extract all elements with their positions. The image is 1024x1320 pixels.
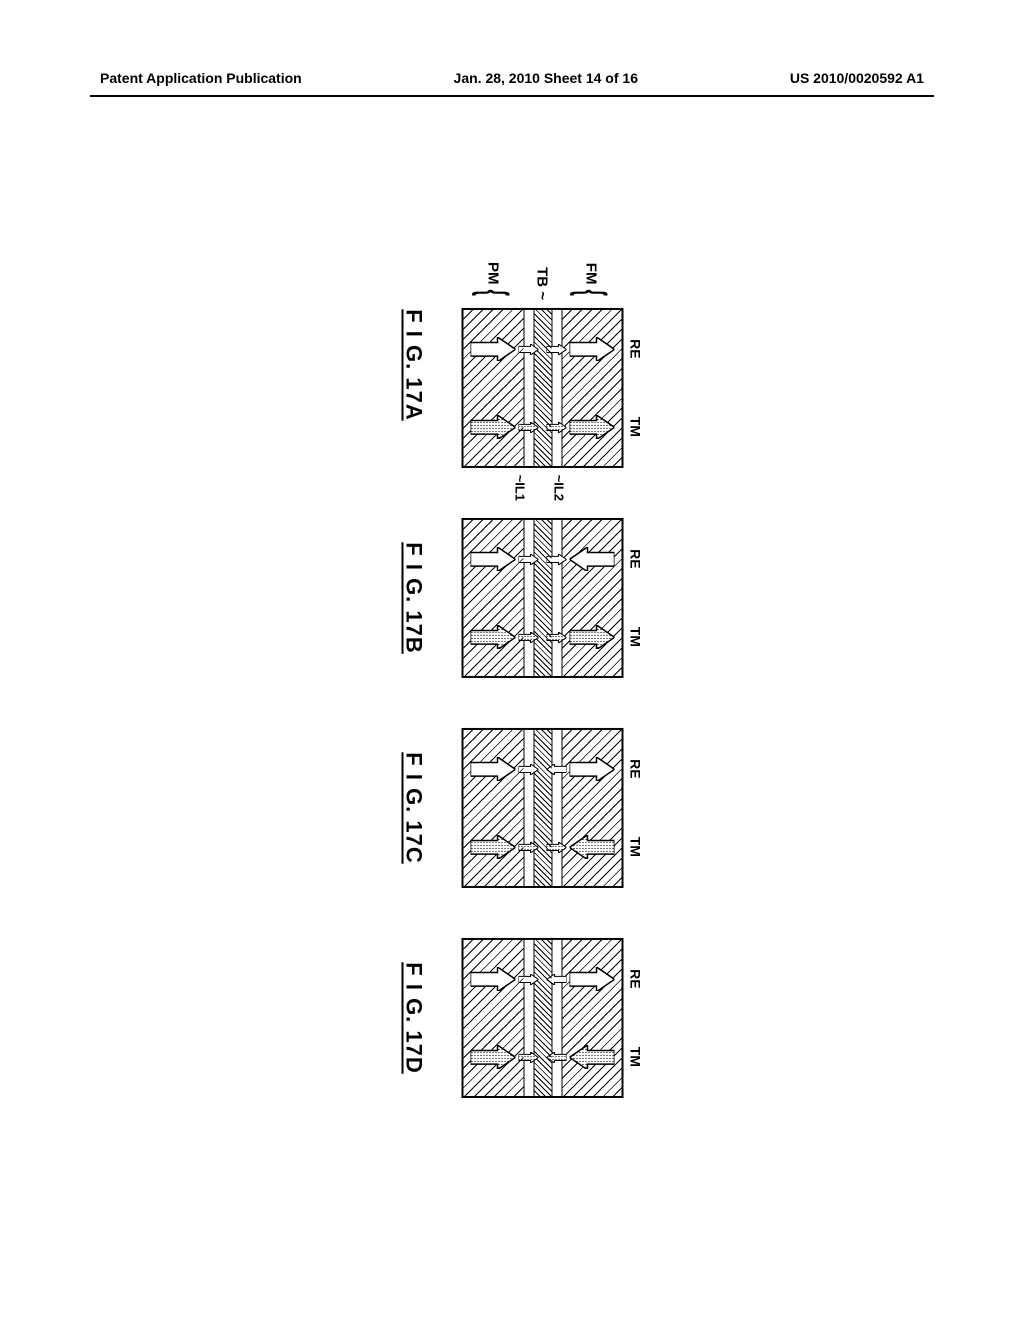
page-header: Patent Application Publication Jan. 28, … (0, 70, 1024, 86)
figure-label: F I G. 17D (401, 962, 427, 1073)
layer-pm (464, 310, 524, 466)
header-right: US 2010/0020592 A1 (790, 70, 924, 86)
layer-labels: FM { TB ~ PM { (464, 262, 622, 300)
layer-il1 (524, 940, 534, 1096)
diagram-box: RETM (462, 518, 624, 678)
top-labels: RE TM (628, 730, 644, 886)
label-re: RE (628, 549, 644, 568)
layer-pm (464, 520, 524, 676)
layer-il2 (552, 520, 562, 676)
figure-0: FM { TB ~ PM { RETM~IL2~IL1 F I G. 17A (401, 262, 624, 468)
diagram-box: RETM (462, 938, 624, 1098)
figure-label: F I G. 17A (401, 309, 427, 420)
label-fm: FM { (562, 262, 622, 300)
layer-il1 (524, 730, 534, 886)
label-tm: TM (628, 837, 644, 857)
header-center: Jan. 28, 2010 Sheet 14 of 16 (454, 70, 638, 86)
layer-il2 (552, 730, 562, 886)
label-tm: TM (628, 1047, 644, 1067)
top-labels: RE TM (628, 310, 644, 466)
header-divider (90, 95, 934, 97)
layer-fm (562, 310, 622, 466)
figure-3: RETM F I G. 17D (401, 938, 624, 1098)
label-tm: TM (628, 417, 644, 437)
figure-label: F I G. 17B (401, 542, 427, 653)
layer-pm (464, 940, 524, 1096)
label-il1: ~IL1 (513, 475, 528, 501)
layer-il1 (524, 310, 534, 466)
diagram-box: RETM (462, 728, 624, 888)
layer-pm (464, 730, 524, 886)
side-labels: ~IL2 ~IL1 (513, 475, 567, 501)
label-tb: TB ~ (524, 262, 562, 300)
label-re: RE (628, 969, 644, 988)
header-left: Patent Application Publication (100, 70, 302, 86)
label-il2: ~IL2 (552, 475, 567, 501)
layer-il2 (552, 310, 562, 466)
layer-il2 (552, 940, 562, 1096)
figure-2: RETM F I G. 17C (401, 728, 624, 888)
layer-fm (562, 940, 622, 1096)
layer-il1 (524, 520, 534, 676)
figure-1: RETM F I G. 17B (401, 518, 624, 678)
label-re: RE (628, 339, 644, 358)
diagram-box: RETM~IL2~IL1 (462, 308, 624, 468)
top-labels: RE TM (628, 520, 644, 676)
figure-label: F I G. 17C (401, 752, 427, 863)
top-labels: RE TM (628, 940, 644, 1096)
layer-fm (562, 730, 622, 886)
label-tm: TM (628, 627, 644, 647)
label-pm: PM { (464, 262, 524, 300)
layer-fm (562, 520, 622, 676)
label-re: RE (628, 759, 644, 778)
